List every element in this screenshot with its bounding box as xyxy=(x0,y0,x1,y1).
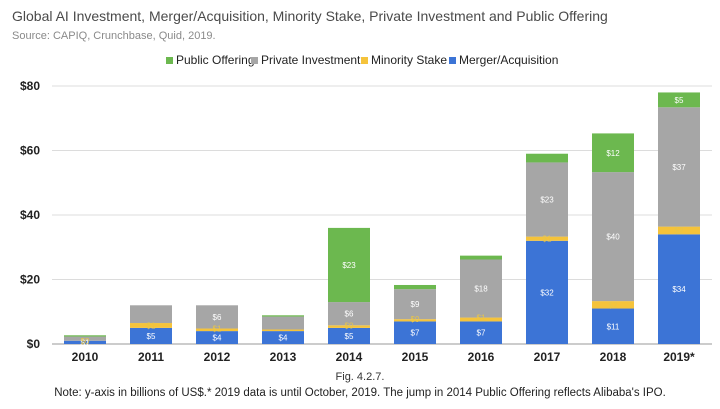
data-label: $2 xyxy=(609,301,618,310)
bar-minority-stake-2018 xyxy=(592,301,634,309)
bar-public-offering-2019 xyxy=(658,92,700,108)
y-tick-label: $40 xyxy=(20,208,40,222)
bar-public-offering-2015 xyxy=(394,284,436,290)
bar-public-offering-2016 xyxy=(460,255,502,260)
x-tick-label: 2017 xyxy=(534,350,561,364)
bar-minority-stake-2016 xyxy=(460,317,502,322)
bar-merger-acquisition-2018 xyxy=(592,308,634,344)
legend-label-merger-acquisition: Merger/Acquisition xyxy=(459,53,558,67)
legend-swatch-private-investment xyxy=(251,57,258,64)
legend-label-minority-stake: Minority Stake xyxy=(371,53,447,67)
y-axis: $0 $20 $40 $60 $80 xyxy=(20,79,40,351)
figure-caption: Fig. 4.2.7. xyxy=(336,371,385,383)
bar-private-investment-2016 xyxy=(460,259,502,318)
x-tick-label: 2011 xyxy=(138,350,164,364)
legend: Public Offering Private Investment Minorit… xyxy=(166,53,558,67)
bar-merger-acquisition-2011 xyxy=(130,327,172,344)
bars xyxy=(64,92,700,344)
chart-note: Note: y-axis in billions of US$.* 2019 d… xyxy=(54,387,666,399)
bar-minority-stake-2014 xyxy=(328,325,370,328)
bar-private-investment-2019 xyxy=(658,107,700,227)
bar-public-offering-2014 xyxy=(328,227,370,303)
legend-label-public-offering: Public Offering xyxy=(176,53,255,67)
bar-merger-acquisition-2012 xyxy=(196,331,238,344)
x-tick-label: 2015 xyxy=(402,350,429,364)
data-label: $32 xyxy=(540,288,554,297)
data-label: $7 xyxy=(477,329,486,338)
x-tick-label: 2018 xyxy=(600,350,627,364)
data-label: $0 xyxy=(345,321,354,330)
bar-merger-acquisition-2013 xyxy=(262,331,304,344)
bar-minority-stake-2012 xyxy=(196,328,238,332)
data-label: $1 xyxy=(477,314,486,323)
x-tick-label: 2010 xyxy=(72,350,99,364)
bar-merger-acquisition-2015 xyxy=(394,321,436,344)
data-label: $6 xyxy=(345,310,354,319)
data-label: $5 xyxy=(147,332,156,341)
legend-swatch-minority-stake xyxy=(361,57,368,64)
data-label: $4 xyxy=(279,334,288,343)
y-tick-label: $20 xyxy=(20,273,40,287)
bar-private-investment-2014 xyxy=(328,302,370,326)
bar-private-investment-2015 xyxy=(394,289,436,320)
data-label: $1 xyxy=(147,321,156,330)
data-label: $11 xyxy=(607,322,620,331)
data-label: $12 xyxy=(606,149,620,158)
legend-label-private-investment: Private Investment xyxy=(261,53,361,67)
bar-private-investment-2012 xyxy=(196,305,238,329)
y-tick-label: $80 xyxy=(20,79,40,93)
data-label: $2 xyxy=(675,226,684,235)
bar-minority-stake-2011 xyxy=(130,323,172,328)
bar-private-investment-2011 xyxy=(130,305,172,324)
legend-swatch-merger-acquisition xyxy=(449,57,456,64)
x-tick-label: 2014 xyxy=(336,350,363,364)
x-tick-label: 2012 xyxy=(204,350,231,364)
chart-title: Global AI Investment, Merger/Acquisition… xyxy=(12,8,608,24)
y-tick-label: $0 xyxy=(27,337,41,351)
chart-subtitle: Source: CAPIQ, Crunchbase, Quid, 2019. xyxy=(12,30,216,42)
bar-minority-stake-2015 xyxy=(394,319,436,322)
bar-private-investment-2010 xyxy=(64,336,106,341)
data-label: $34 xyxy=(672,285,686,294)
data-label: $23 xyxy=(342,261,356,270)
bar-minority-stake-2013 xyxy=(262,329,304,332)
data-label: $1 xyxy=(543,235,552,244)
data-label: $5 xyxy=(345,332,354,341)
bar-private-investment-2013 xyxy=(262,316,304,330)
bar-merger-acquisition-2010 xyxy=(64,340,106,344)
data-label: $4 xyxy=(213,334,222,343)
data-label: $18 xyxy=(474,285,488,294)
data-label: $1 xyxy=(81,338,90,347)
bar-merger-acquisition-2019 xyxy=(658,234,700,344)
bar-merger-acquisition-2014 xyxy=(328,327,370,344)
data-label: $5 xyxy=(675,96,684,105)
bar-private-investment-2018 xyxy=(592,172,634,302)
x-tick-label: 2013 xyxy=(270,350,297,364)
bar-private-investment-2017 xyxy=(526,162,568,237)
data-label: $9 xyxy=(411,300,420,309)
legend-swatch-public-offering xyxy=(166,57,173,64)
data-label: $0 xyxy=(411,315,420,324)
bar-public-offering-2010 xyxy=(64,335,106,337)
bar-public-offering-2017 xyxy=(526,153,568,163)
x-axis: 2010 2011 2012 2013 2014 2015 2016 2017 2018 2019… xyxy=(72,350,695,364)
data-label: $0 xyxy=(81,337,90,346)
data-labels: $1 $5 $4 $4 $5 $6 $23 $7 $9 $7 $18 $32 $23 $11 $40 $12 $… xyxy=(81,96,687,348)
bar-minority-stake-2019 xyxy=(658,226,700,235)
data-label: $40 xyxy=(606,233,620,242)
bar-public-offering-2013 xyxy=(262,315,304,317)
x-tick-label: 2019* xyxy=(663,350,695,364)
bar-merger-acquisition-2016 xyxy=(460,321,502,344)
data-label: $1 xyxy=(213,325,222,334)
data-label: $6 xyxy=(213,313,222,322)
data-label: $7 xyxy=(411,329,420,338)
data-label: $37 xyxy=(672,163,686,172)
bar-public-offering-2018 xyxy=(592,133,634,173)
data-label: $23 xyxy=(540,196,554,205)
y-tick-label: $60 xyxy=(20,144,40,158)
x-tick-label: 2016 xyxy=(468,350,495,364)
bar-merger-acquisition-2017 xyxy=(526,240,568,344)
bar-minority-stake-2017 xyxy=(526,236,568,241)
